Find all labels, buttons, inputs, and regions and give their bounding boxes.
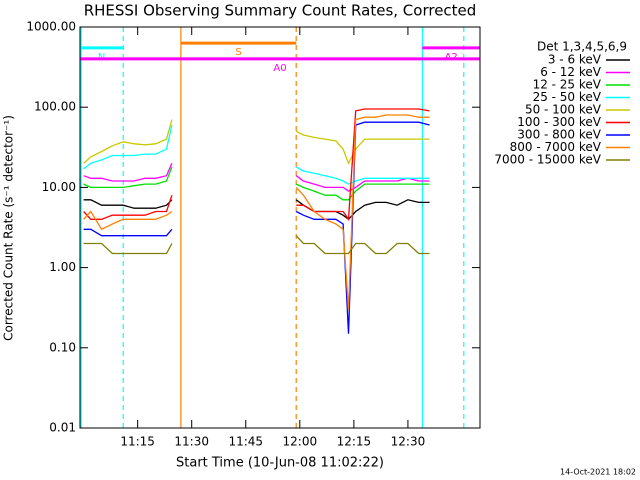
legend-label: 12 - 25 keV [533,78,602,92]
chart-title: RHESSI Observing Summary Count Rates, Co… [84,2,477,20]
footer: 14-Oct-2021 18:02 [560,468,636,477]
x-tick-label: 11:30 [174,435,209,449]
legend-label: 100 - 300 keV [517,115,601,129]
interval-label: A0 [273,63,286,74]
series-line [83,124,430,185]
series-line [83,166,430,201]
y-tick-label: 100.00 [34,100,76,114]
y-tick-label: 1000.00 [26,20,76,34]
y-axis-label: Corrected Count Rate (s⁻¹ detector⁻¹) [2,115,16,341]
interval-label: A2 [445,52,458,63]
series-line [83,235,430,255]
legend-label: 300 - 800 keV [517,128,601,142]
legend-title: Det 1,3,4,5,6,9 [537,40,627,54]
y-tick-label: 0.01 [49,421,76,435]
x-tick-label: 12:30 [391,435,426,449]
series-line [83,119,430,165]
legend-label: 3 - 6 keV [548,53,602,67]
interval-label: S [235,47,241,58]
series-line [83,114,430,310]
x-tick-label: 12:00 [283,435,318,449]
series-line [83,163,430,192]
plot-frame [79,26,481,429]
legend-label: 7000 - 15000 keV [494,153,601,167]
x-axis-label: Start Time (10-Jun-08 11:02:22) [176,456,384,471]
legend-label: 800 - 7000 keV [510,140,602,154]
x-tick-label: 12:15 [337,435,372,449]
y-tick-label: 0.10 [49,340,76,354]
legend-label: 50 - 100 keV [525,103,602,117]
y-tick-label: 10.00 [42,180,76,194]
legend-label: 25 - 50 keV [533,90,602,104]
interval-label: N [98,52,105,63]
x-tick-label: 11:45 [228,435,263,449]
legend-label: 6 - 12 keV [540,65,602,79]
y-tick-label: 1.00 [49,260,76,274]
x-tick-label: 11:15 [120,435,155,449]
